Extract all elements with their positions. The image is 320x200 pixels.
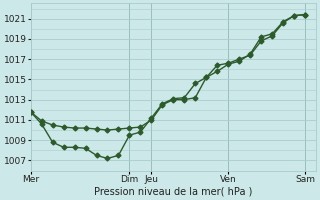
X-axis label: Pression niveau de la mer( hPa ): Pression niveau de la mer( hPa ) <box>94 187 252 197</box>
